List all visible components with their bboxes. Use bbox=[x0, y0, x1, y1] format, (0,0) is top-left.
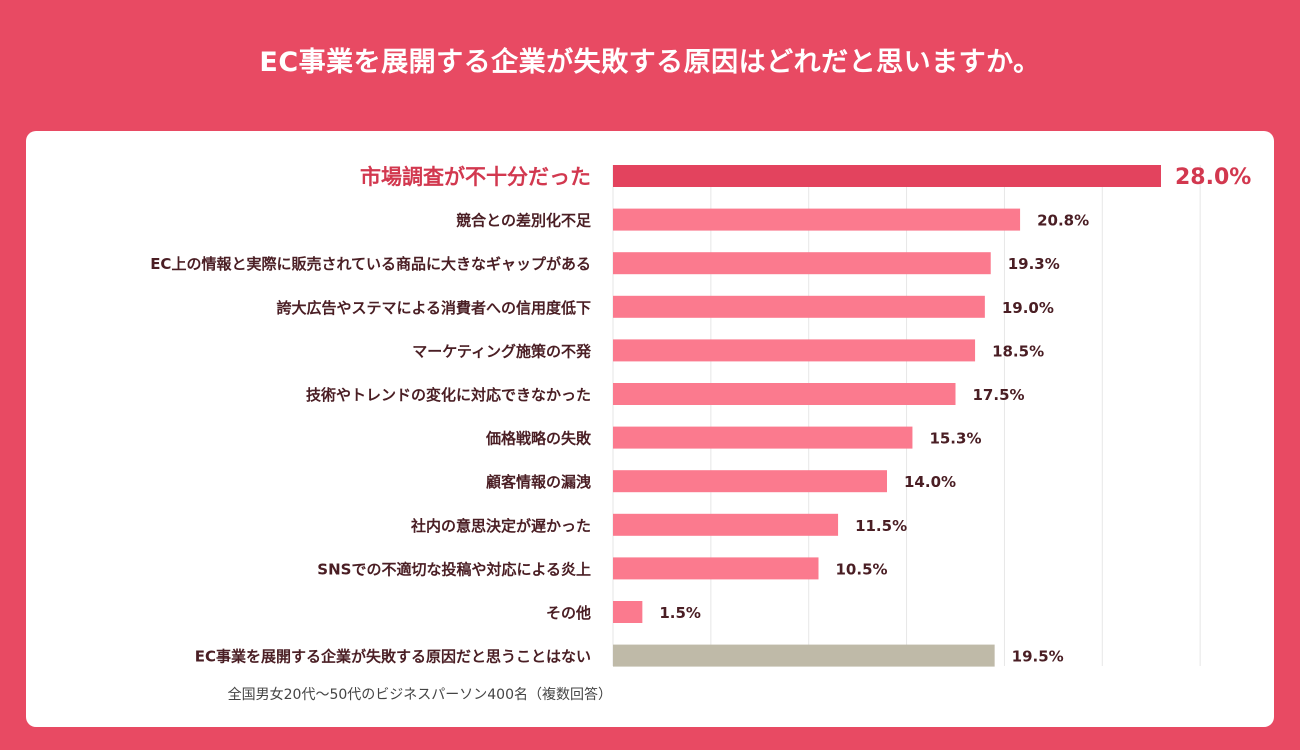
value-label: 11.5% bbox=[855, 517, 907, 535]
value-label: 17.5% bbox=[973, 386, 1025, 404]
bar bbox=[613, 165, 1161, 187]
value-label: 28.0% bbox=[1175, 165, 1251, 190]
value-label: 18.5% bbox=[992, 342, 1044, 360]
value-label: 19.5% bbox=[1012, 648, 1064, 666]
value-label: 19.0% bbox=[1002, 299, 1054, 317]
category-label: EC事業を展開する企業が失敗する原因だと思うことはない bbox=[195, 648, 591, 666]
category-label: その他 bbox=[546, 604, 591, 622]
category-label: 社内の意思決定が遅かった bbox=[410, 517, 591, 535]
bar bbox=[613, 208, 1021, 231]
value-label: 10.5% bbox=[836, 560, 888, 578]
category-label: 市場調査が不十分だった bbox=[360, 165, 591, 189]
value-label: 15.3% bbox=[929, 430, 981, 448]
bar bbox=[613, 644, 995, 667]
bar bbox=[613, 601, 643, 623]
value-label: 19.3% bbox=[1008, 255, 1060, 273]
value-label: 20.8% bbox=[1037, 212, 1089, 230]
bar bbox=[613, 295, 985, 318]
category-label: EC上の情報と実際に販売されている商品に大きなギャップがある bbox=[150, 255, 591, 273]
bar bbox=[613, 252, 991, 275]
bar bbox=[613, 557, 819, 580]
category-label: 価格戦略の失敗 bbox=[485, 430, 592, 448]
page-title: EC事業を展開する企業が失敗する原因はどれだと思いますか。 bbox=[259, 47, 1041, 78]
category-label: 誇大広告やステマによる消費者への信用度低下 bbox=[276, 299, 591, 317]
value-label: 1.5% bbox=[659, 604, 701, 622]
category-label: 顧客情報の漏洩 bbox=[486, 473, 591, 491]
category-label: 技術やトレンドの変化に対応できなかった bbox=[306, 386, 591, 404]
bar bbox=[613, 339, 976, 362]
value-label: 14.0% bbox=[904, 473, 956, 491]
footnote-text: 全国男女20代〜50代のビジネスパーソン400名（複数回答） bbox=[227, 687, 613, 703]
bar bbox=[613, 470, 887, 493]
bar bbox=[613, 513, 839, 536]
category-label: マーケティング施策の不発 bbox=[412, 342, 592, 360]
bar bbox=[613, 383, 956, 405]
category-label: 競合との差別化不足 bbox=[456, 212, 592, 230]
category-label: SNSでの不適切な投稿や対応による炎上 bbox=[317, 560, 591, 578]
bar bbox=[613, 426, 913, 449]
